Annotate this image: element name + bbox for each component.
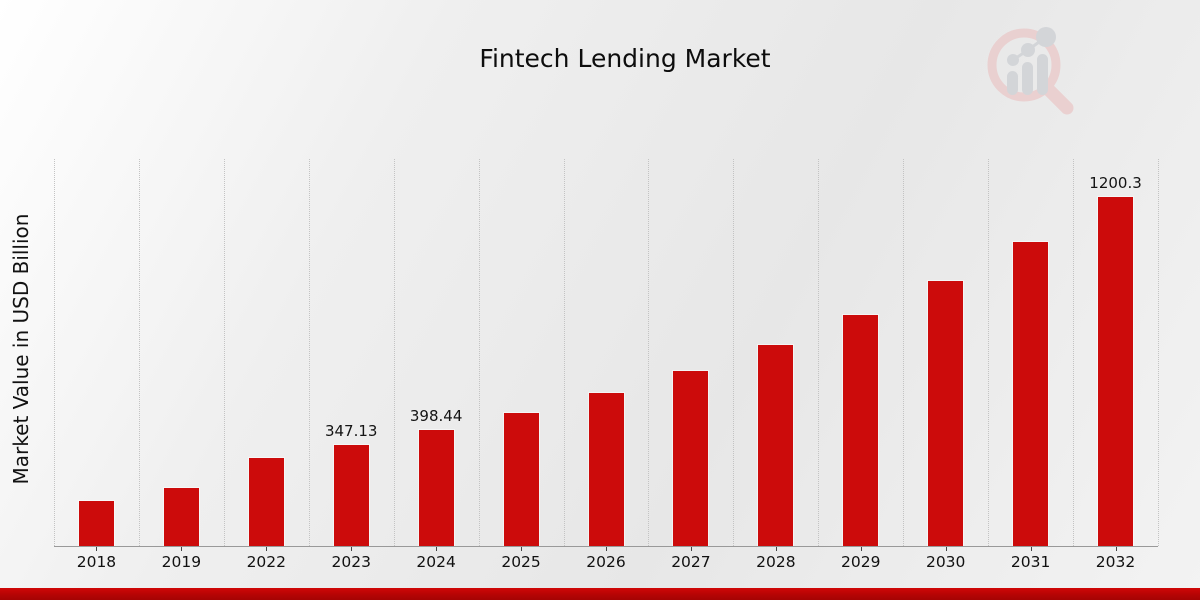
x-tick-label-2031: 2031: [1010, 553, 1051, 571]
gridline: [1158, 159, 1159, 546]
x-tick-label-2032: 2032: [1095, 553, 1136, 571]
x-tick-label-2019: 2019: [161, 553, 202, 571]
x-axis-tick: [351, 547, 353, 551]
gridline: [138, 159, 140, 546]
x-axis-tick: [1030, 547, 1032, 551]
gridline: [818, 159, 820, 546]
bar-2026: [588, 393, 624, 546]
bar-2029: [843, 315, 879, 546]
x-axis-tick: [1115, 547, 1117, 551]
bar-value-label-2024: 398.44: [409, 407, 463, 426]
gridline: [903, 159, 905, 546]
x-axis-tick: [775, 547, 777, 551]
bar-2030: [928, 280, 964, 546]
gridline: [308, 159, 310, 546]
gridline: [478, 159, 480, 546]
logo-trend-dot-1-icon: [1007, 54, 1019, 66]
gridline: [733, 159, 735, 546]
bar-2023: [333, 445, 369, 546]
logo-bar-small-icon: [1007, 71, 1018, 95]
logo-bar-medium-icon: [1022, 62, 1033, 95]
x-tick-label-2018: 2018: [76, 553, 117, 571]
x-axis-tick: [860, 547, 862, 551]
bar-value-label-2023: 347.13: [324, 422, 378, 440]
gridline: [223, 159, 225, 546]
x-tick-label-2023: 2023: [331, 553, 371, 571]
bar-2025: [503, 412, 539, 546]
magnifier-ring-icon: [987, 28, 1061, 102]
x-axis-tick: [690, 547, 692, 551]
x-tick-label-2028: 2028: [756, 553, 796, 571]
chart-title: Fintech Lending Market: [479, 44, 771, 73]
y-axis-label: Market Value in USD Billion: [9, 213, 33, 485]
x-tick-label-2025: 2025: [501, 553, 541, 571]
x-axis-tick: [436, 547, 438, 551]
x-axis-tick: [945, 547, 947, 551]
x-tick-label-2026: 2026: [586, 553, 626, 571]
bar-2022: [248, 458, 284, 546]
x-tick-label-2030: 2030: [925, 553, 966, 571]
gridline: [648, 159, 650, 546]
x-tick-label-2024: 2024: [416, 553, 456, 571]
bar-value-label-2032: 1200.3: [1089, 173, 1142, 192]
gridline: [54, 159, 55, 546]
x-tick-label-2029: 2029: [841, 553, 881, 571]
market-research-magnifier-logo: [987, 27, 1074, 115]
magnifier-handle-icon: [1041, 82, 1074, 115]
gridline: [1073, 159, 1075, 546]
gridline: [393, 159, 395, 546]
x-tick-label-2027: 2027: [671, 553, 711, 571]
gridline: [563, 159, 565, 546]
bar-2031: [1013, 241, 1049, 546]
footer-accent-band: [0, 588, 1200, 600]
gridline: [988, 159, 990, 546]
x-axis-tick: [606, 547, 607, 551]
bar-2018: [78, 500, 114, 546]
x-axis-tick: [266, 547, 268, 551]
logo-bar-large-icon: [1037, 54, 1048, 95]
x-tick-label-2022: 2022: [246, 553, 287, 571]
plot-area: 347.13 398.44 1200.3: [54, 159, 1159, 546]
bar-2028: [758, 344, 794, 546]
bar-2032: [1098, 196, 1134, 546]
bar-2024: [418, 430, 454, 546]
logo-trend-dot-2-icon: [1021, 43, 1035, 57]
x-axis-tick: [181, 547, 183, 551]
x-axis-tick: [521, 547, 523, 551]
x-axis-line: [54, 546, 1158, 547]
logo-trend-dot-3-icon: [1036, 27, 1056, 47]
bar-2027: [673, 370, 709, 546]
bar-2019: [163, 488, 199, 546]
x-axis-tick: [96, 547, 98, 551]
